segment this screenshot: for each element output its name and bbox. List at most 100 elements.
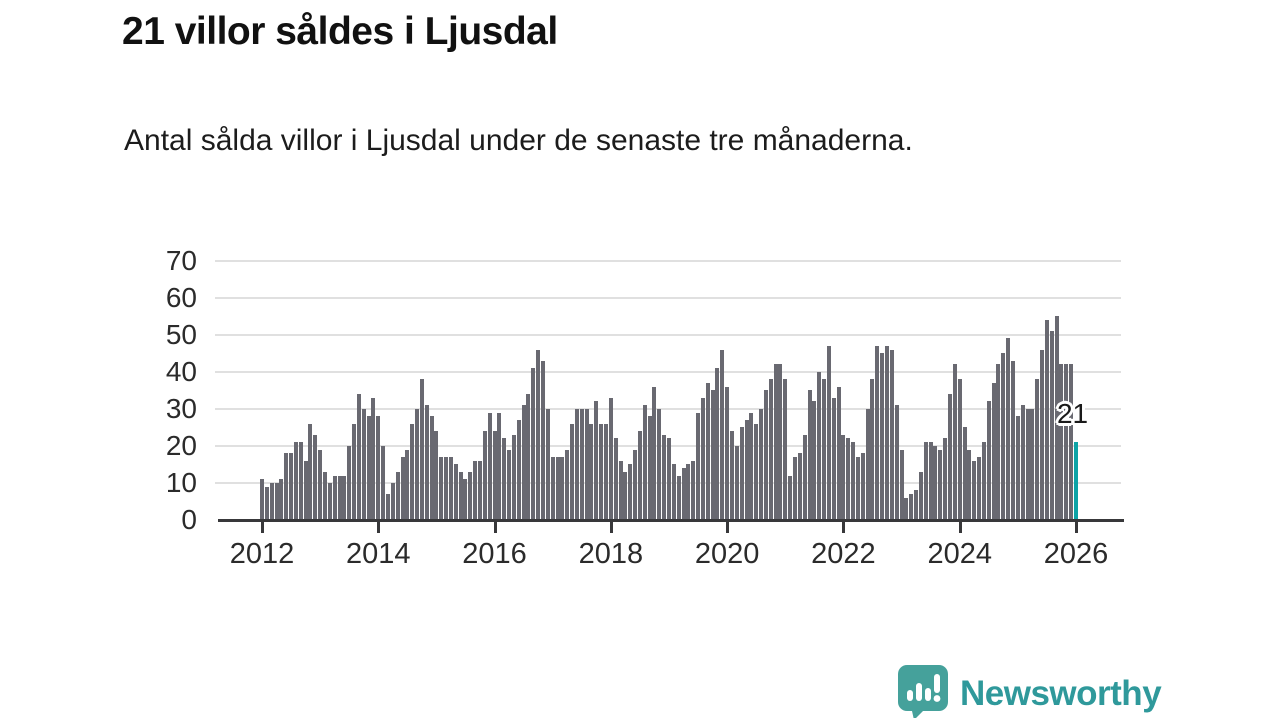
bar: [705, 382, 710, 520]
bar: [904, 497, 909, 520]
bar: [584, 408, 589, 520]
bar: [846, 438, 851, 520]
newsworthy-logo-icon: [897, 664, 949, 723]
bar: [899, 449, 904, 520]
bar: [633, 449, 638, 520]
bar: [327, 482, 332, 520]
bar: [763, 390, 768, 520]
x-axis-tick-label: 2014: [346, 538, 411, 570]
bar: [996, 364, 1001, 520]
bar: [933, 445, 938, 520]
bar: [710, 390, 715, 520]
bar: [962, 427, 967, 520]
bar: [783, 379, 788, 520]
x-axis-tick: [493, 520, 497, 533]
bar: [885, 345, 890, 520]
bar: [797, 453, 802, 520]
bar: [545, 408, 550, 520]
bar: [739, 427, 744, 520]
bar: [526, 394, 531, 520]
bar: [565, 449, 570, 520]
bar: [943, 438, 948, 520]
highlighted-bar: [1073, 442, 1078, 520]
bar: [952, 364, 957, 520]
bar: [536, 349, 541, 520]
bar: [337, 475, 342, 520]
bar: [507, 449, 512, 520]
bar: [424, 405, 429, 520]
x-axis-tick: [1074, 520, 1078, 533]
bar: [385, 494, 390, 520]
bar: [637, 431, 642, 520]
bar: [851, 442, 856, 520]
bar: [875, 345, 880, 520]
bar: [914, 490, 919, 520]
bar: [260, 479, 264, 520]
bar: [1025, 408, 1030, 520]
bar: [395, 471, 400, 520]
bar: [696, 412, 701, 520]
bar: [342, 475, 347, 520]
gridline: [215, 407, 1121, 410]
bar: [381, 445, 386, 520]
bar: [574, 408, 579, 520]
gridline: [215, 296, 1121, 299]
bar: [589, 423, 594, 520]
bar: [700, 397, 705, 520]
bar: [313, 434, 318, 520]
bar: [541, 360, 546, 520]
bar: [448, 457, 453, 520]
bar: [807, 390, 812, 520]
bar: [652, 386, 657, 520]
bar: [487, 412, 492, 520]
bar: [497, 412, 502, 520]
bar: [376, 416, 381, 520]
x-axis-tick-label: 2012: [229, 538, 295, 570]
bar: [681, 468, 686, 520]
bar: [453, 464, 458, 520]
bar: [715, 368, 720, 520]
bar: [623, 471, 628, 520]
bar: [361, 408, 366, 520]
bar: [792, 457, 797, 520]
bar: [686, 464, 691, 520]
gridline: [215, 333, 1121, 336]
bar: [492, 431, 497, 520]
bar: [957, 379, 962, 520]
bar: [657, 408, 662, 520]
bar: [666, 438, 671, 520]
x-axis-tick-label: 2018: [578, 538, 644, 570]
bar: [967, 449, 972, 520]
bar: [894, 405, 899, 520]
bar: [482, 431, 487, 520]
y-axis-tick-label: 50: [165, 318, 197, 350]
bar: [1015, 416, 1020, 520]
bar: [570, 423, 575, 520]
bar: [1064, 364, 1069, 520]
bar: [599, 423, 604, 520]
bar: [909, 494, 914, 520]
bar: [400, 457, 405, 520]
bar: [439, 457, 444, 520]
bar: [531, 368, 536, 520]
bar: [855, 457, 860, 520]
bar: [269, 482, 274, 520]
bar: [419, 379, 424, 520]
x-axis-tick: [261, 520, 264, 533]
x-axis-line: [218, 519, 1124, 522]
gridline: [215, 259, 1121, 262]
bar: [1040, 349, 1045, 520]
bar: [618, 460, 623, 520]
bar: [473, 460, 478, 520]
bar: [468, 471, 473, 520]
y-axis-tick-label: 60: [165, 281, 197, 313]
bar: [434, 431, 439, 520]
bar: [415, 408, 420, 520]
bar: [371, 397, 376, 520]
bar: [817, 371, 822, 520]
bar: [279, 479, 284, 520]
x-axis-tick: [842, 520, 846, 533]
bar: [516, 419, 521, 520]
